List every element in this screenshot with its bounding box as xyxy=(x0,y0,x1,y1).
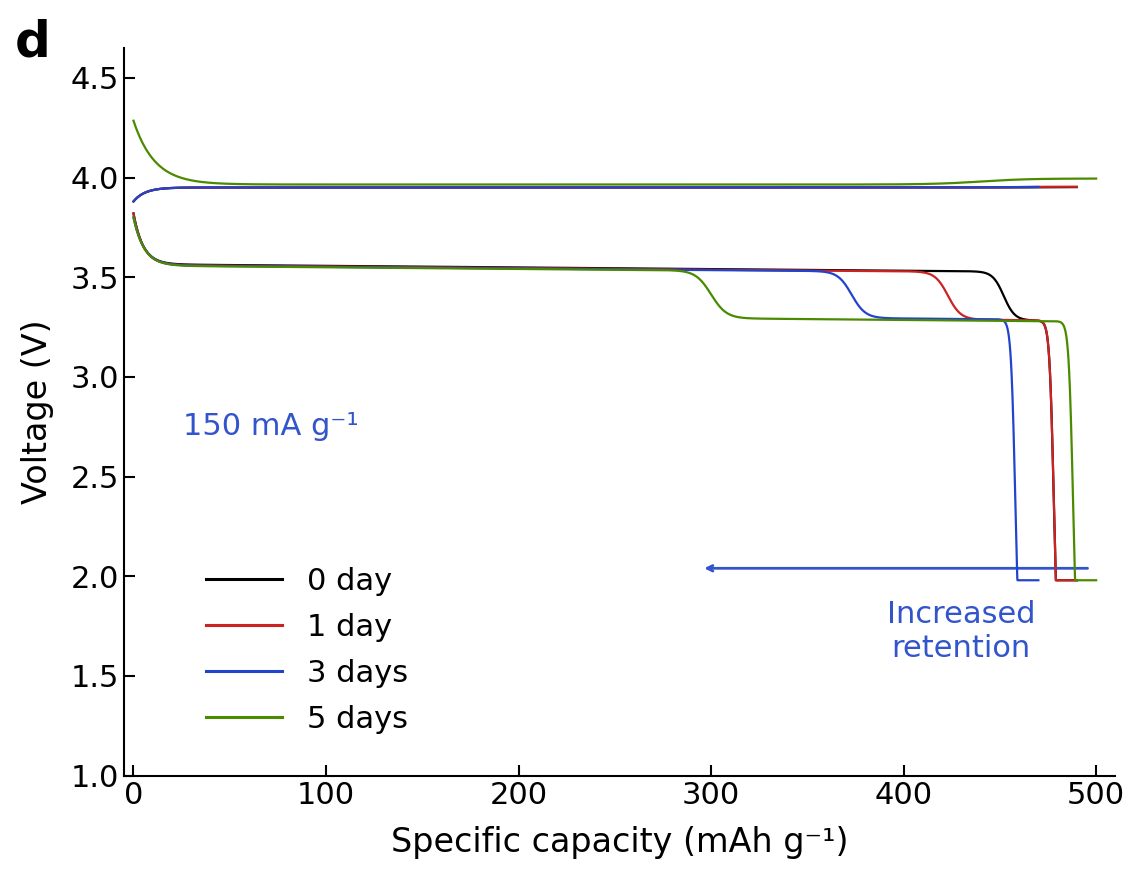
Legend: 0 day, 1 day, 3 days, 5 days: 0 day, 1 day, 3 days, 5 days xyxy=(194,555,420,746)
Y-axis label: Voltage (V): Voltage (V) xyxy=(21,319,54,504)
X-axis label: Specific capacity (mAh g⁻¹): Specific capacity (mAh g⁻¹) xyxy=(390,826,848,859)
Text: Increased
retention: Increased retention xyxy=(887,600,1035,663)
Text: 150 mA g⁻¹: 150 mA g⁻¹ xyxy=(184,412,359,441)
Text: d: d xyxy=(15,18,51,67)
